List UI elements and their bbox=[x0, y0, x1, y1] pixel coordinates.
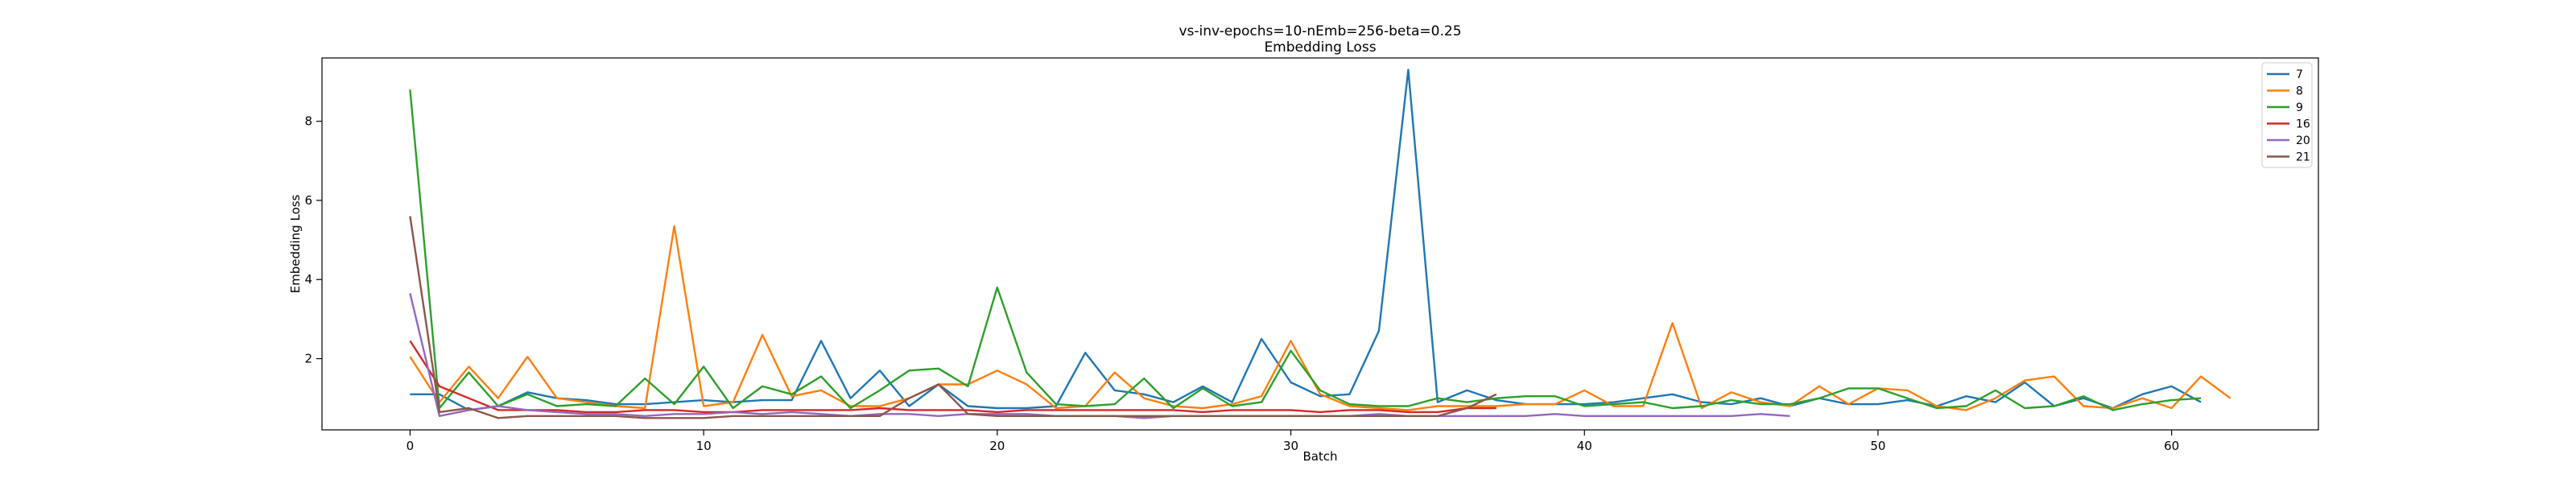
x-tick-label: 20 bbox=[989, 439, 1005, 453]
y-axis-ticks: 2 4 6 8 bbox=[304, 114, 322, 366]
x-tick-label: 50 bbox=[1870, 439, 1885, 453]
legend-label-16: 16 bbox=[2296, 118, 2310, 131]
chart-title: vs-inv-epochs=10-nEmb=256-beta=0.25 bbox=[1179, 23, 1461, 39]
x-tick-label: 30 bbox=[1283, 439, 1298, 453]
legend-box bbox=[2261, 62, 2313, 168]
series-line-20 bbox=[409, 293, 1790, 419]
x-tick-label: 60 bbox=[2164, 439, 2179, 453]
y-axis-label: Embedding Loss bbox=[288, 194, 303, 293]
series-line-9 bbox=[409, 89, 2202, 411]
y-tick-label: 8 bbox=[304, 114, 312, 129]
series-line-7 bbox=[410, 68, 2202, 411]
plot-frame bbox=[321, 57, 2319, 431]
chart-subtitle: Embedding Loss bbox=[1264, 39, 1376, 56]
series-line-8 bbox=[409, 225, 2231, 411]
x-axis-label: Batch bbox=[1302, 449, 1337, 464]
legend-label-21: 21 bbox=[2296, 151, 2310, 164]
series-group bbox=[409, 68, 2231, 419]
series-line-21 bbox=[409, 216, 1497, 419]
y-tick-label: 2 bbox=[304, 352, 312, 366]
legend-label-8: 8 bbox=[2296, 85, 2303, 98]
legend: 7 8 9 16 20 21 bbox=[2261, 62, 2313, 168]
x-tick-label: 40 bbox=[1577, 439, 1592, 453]
x-tick-label: 10 bbox=[696, 439, 712, 453]
y-tick-label: 6 bbox=[304, 193, 312, 208]
legend-label-9: 9 bbox=[2296, 101, 2303, 114]
legend-label-20: 20 bbox=[2296, 134, 2310, 147]
series-line-16 bbox=[409, 340, 1496, 414]
plot-area: 0 10 20 30 40 50 60 2 4 6 8 bbox=[304, 57, 2319, 453]
legend-label-7: 7 bbox=[2296, 68, 2303, 81]
x-tick-label: 0 bbox=[407, 439, 415, 453]
y-tick-label: 4 bbox=[304, 272, 312, 287]
x-axis-ticks: 0 10 20 30 40 50 60 bbox=[407, 430, 2179, 453]
